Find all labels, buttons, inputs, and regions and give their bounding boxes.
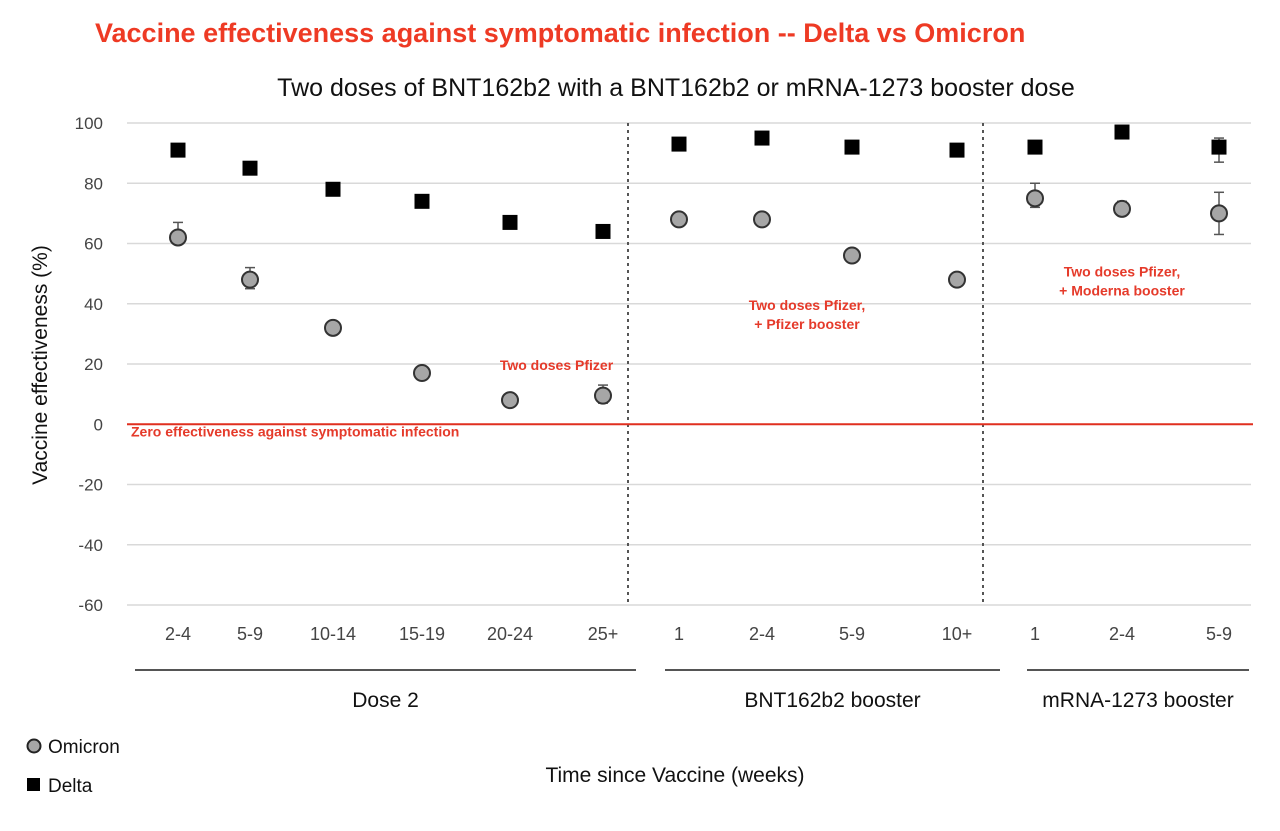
annotation-text: Zero effectiveness against symptomatic i… (131, 423, 459, 439)
x-axis-label: Time since Vaccine (weeks) (545, 764, 804, 787)
chart-title: Two doses of BNT162b2 with a BNT162b2 or… (277, 74, 1075, 102)
x-tick-label: 2-4 (1109, 624, 1135, 644)
y-tick-label: 60 (84, 235, 103, 254)
omicron-point (169, 228, 187, 247)
delta-point (414, 193, 430, 209)
chart-headline: Vaccine effectiveness against symptomati… (95, 18, 1025, 48)
y-axis-label: Vaccine effectiveness (%) (29, 245, 52, 485)
x-tick-label: 10-14 (310, 624, 356, 644)
annotation-text: Two doses Pfizer, (1064, 264, 1180, 280)
x-tick-label: 5-9 (839, 624, 865, 644)
x-tick-label: 20-24 (487, 624, 533, 644)
group-labels: Dose 2 BNT162b2 booster mRNA-1273 booster (135, 669, 1249, 712)
omicron-point (1113, 199, 1131, 218)
y-tick-label: 0 (94, 415, 103, 434)
y-axis-ticks: 100 80 60 40 20 0 -20 -40 -60 (75, 114, 103, 615)
legend: Omicron Delta (26, 737, 120, 797)
group-label: mRNA-1273 booster (1042, 689, 1233, 712)
x-axis-ticks: 2-4 5-9 10-14 15-19 20-24 25+ 1 2-4 5-9 10+ 1 2-4 5-… (165, 624, 1232, 644)
omicron-point (843, 246, 861, 265)
y-tick-label: 40 (84, 295, 103, 314)
delta-point (1114, 124, 1130, 140)
annotations: Zero effectiveness against symptomatic i… (131, 264, 1185, 440)
omicron-point (948, 270, 966, 289)
group-dividers (627, 123, 984, 605)
delta-point (1027, 139, 1043, 155)
group-label: Dose 2 (352, 689, 419, 712)
x-tick-label: 15-19 (399, 624, 445, 644)
omicron-point (670, 210, 688, 229)
x-tick-label: 25+ (588, 624, 619, 644)
annotation-text: + Pfizer booster (754, 316, 860, 332)
legend-delta-label: Delta (48, 776, 93, 797)
annotation-text: Two doses Pfizer, (749, 297, 865, 313)
legend-omicron-label: Omicron (48, 737, 120, 758)
delta-point (502, 214, 518, 230)
x-tick-label: 5-9 (1206, 624, 1232, 644)
omicron-point (413, 364, 431, 383)
x-tick-label: 1 (1030, 624, 1040, 644)
x-tick-label: 2-4 (165, 624, 191, 644)
gridlines (127, 122, 1251, 606)
delta-point (325, 181, 341, 197)
x-tick-label: 10+ (942, 624, 973, 644)
y-tick-label: 100 (75, 114, 103, 133)
data-marks (169, 124, 1228, 410)
legend-delta-marker (27, 778, 40, 791)
y-tick-label: -20 (78, 476, 103, 495)
delta-point (595, 223, 611, 239)
omicron-point (324, 318, 342, 337)
omicron-point (753, 210, 771, 229)
y-tick-label: 80 (84, 174, 103, 193)
group-label: BNT162b2 booster (744, 689, 920, 712)
omicron-point (501, 391, 519, 410)
x-tick-label: 2-4 (749, 624, 775, 644)
delta-point (671, 136, 687, 152)
delta-point (844, 139, 860, 155)
x-tick-label: 1 (674, 624, 684, 644)
y-tick-label: -40 (78, 536, 103, 555)
delta-point (754, 130, 770, 146)
omicron-point (241, 270, 259, 289)
delta-point (170, 142, 186, 158)
x-tick-label: 5-9 (237, 624, 263, 644)
y-tick-label: -60 (78, 596, 103, 615)
omicron-point (594, 386, 612, 405)
omicron-point (1026, 189, 1044, 208)
delta-point (1211, 139, 1227, 155)
omicron-point (1210, 204, 1228, 223)
delta-point (242, 160, 258, 176)
y-tick-label: 20 (84, 355, 103, 374)
annotation-text: Two doses Pfizer (500, 357, 614, 373)
delta-point (949, 142, 965, 158)
annotation-text: + Moderna booster (1059, 283, 1185, 299)
legend-omicron-marker (26, 738, 42, 754)
